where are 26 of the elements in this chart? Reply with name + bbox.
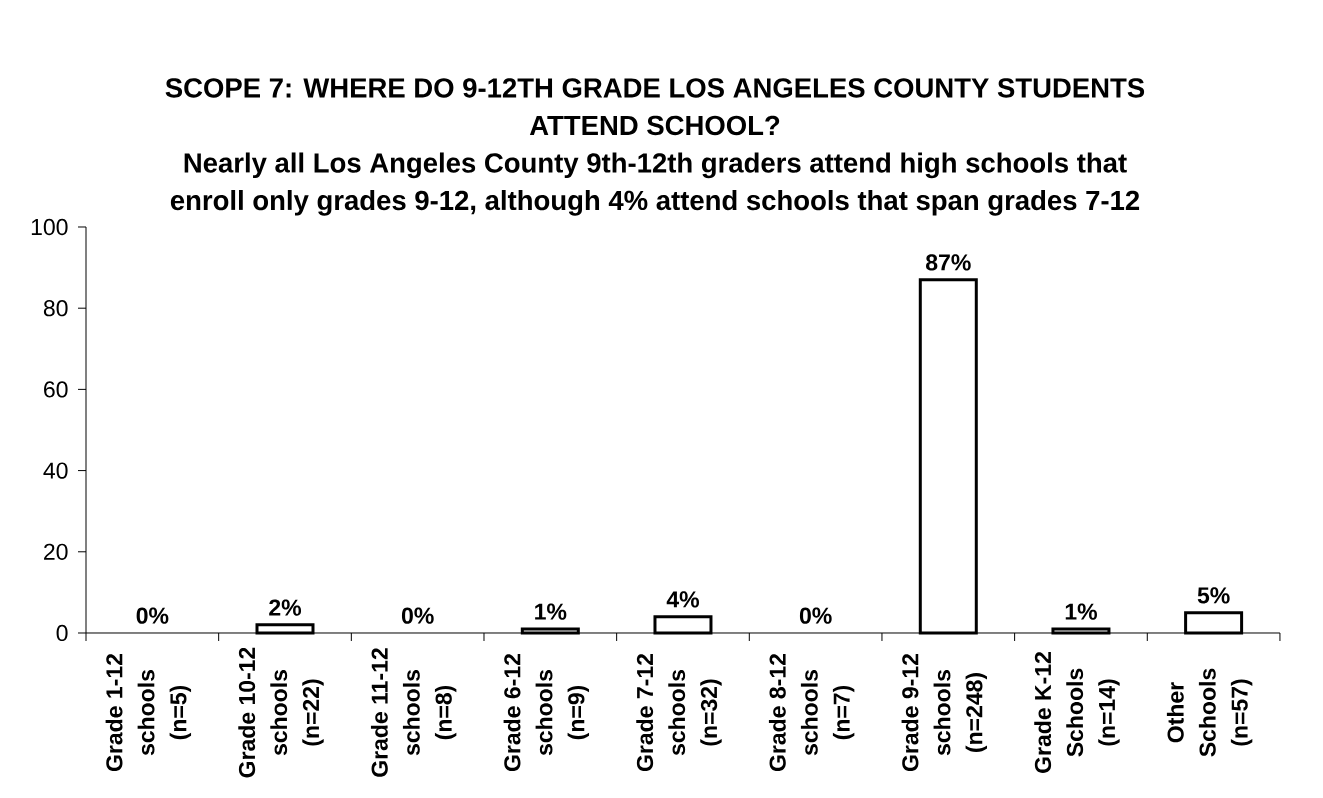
data-label: 1% (535, 603, 567, 620)
data-label: 87% (926, 254, 971, 271)
x-tick-label: Grade 11-12 schools (n=8) (370, 648, 457, 777)
y-tick-label: 40 (43, 462, 68, 479)
y-tick-label: 100 (31, 218, 68, 236)
x-tick-label: Grade 10-12 schools (n=22) (238, 647, 324, 778)
y-tick-label: 0 (56, 624, 68, 642)
x-tick-label: Grade 8-12 schools (n=7) (768, 654, 855, 772)
data-label: 2% (269, 599, 302, 616)
x-tick-label: Other Schools (n=57) (1166, 668, 1253, 757)
chart-title: SCOPE 7: WHERE DO 9-12TH GRADE LOS ANGELES COUNTY STUDENTS ATTEND SCHOOL? (165, 78, 1145, 136)
x-tick-label: Grade 6-12 schools (n=9) (503, 654, 590, 772)
y-tick-label: 80 (43, 300, 68, 317)
data-label: 0% (799, 607, 832, 624)
data-label: 4% (666, 591, 699, 608)
y-tick-label: 20 (44, 543, 68, 560)
data-label: 1% (1065, 603, 1097, 620)
x-tick-label: Grade K-12 Schools (n=14) (1034, 652, 1120, 773)
data-label: 0% (401, 607, 434, 624)
x-tick-label: Grade 1-12 schools (n=5) (105, 654, 192, 772)
y-tick-label: 60 (44, 381, 68, 398)
data-label: 0% (136, 607, 169, 624)
x-tick-label: Grade 9-12 schools (n=248) (901, 654, 988, 772)
x-tick-label: Grade 7-12 schools (n=32) (636, 654, 722, 772)
data-label: 5% (1197, 587, 1230, 604)
chart-subtitle: Nearly all Los Angeles County 9th-12th graders attend high schools that enroll only grades 9-12, although 4% attend schools that span grades 7-12 (170, 152, 1140, 216)
